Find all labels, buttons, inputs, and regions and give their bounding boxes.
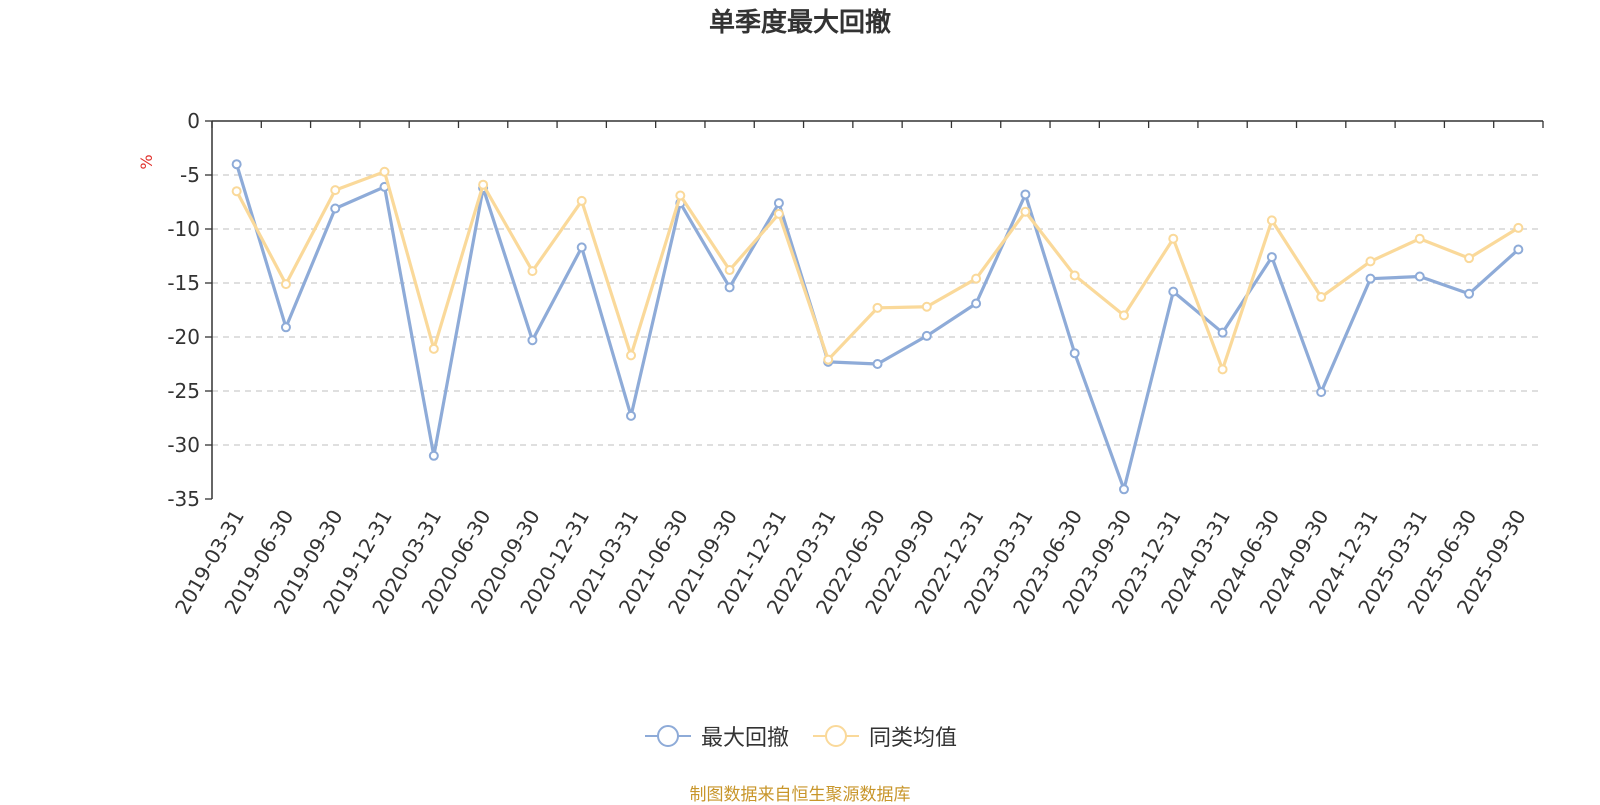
y-tick-label: -35 — [167, 487, 200, 511]
data-point — [1168, 286, 1179, 297]
data-point — [1020, 206, 1031, 217]
data-point — [1168, 233, 1179, 244]
legend-item[interactable]: 同类均值 — [811, 720, 957, 752]
data-point — [527, 335, 538, 346]
data-point — [330, 185, 341, 196]
legend-line-circle-icon — [813, 725, 859, 747]
data-point — [527, 266, 538, 277]
y-tick-label: -20 — [167, 325, 200, 349]
data-point — [1513, 222, 1524, 233]
chart-title: 单季度最大回撤 — [708, 8, 891, 38]
data-point — [280, 322, 291, 333]
data-point — [1266, 215, 1277, 226]
data-point — [773, 198, 784, 209]
data-point — [330, 203, 341, 214]
data-point — [626, 350, 637, 361]
data-point — [1464, 253, 1475, 264]
source-note: 制图数据来自恒生聚源数据库 — [689, 785, 911, 805]
data-point — [1464, 288, 1475, 299]
data-point — [1069, 270, 1080, 281]
series-2 — [231, 166, 1524, 375]
data-point — [379, 166, 390, 177]
data-point — [872, 302, 883, 313]
legend-item[interactable]: 最大回撤 — [643, 720, 789, 752]
data-point — [724, 265, 735, 276]
legend-label: 最大回撤 — [700, 726, 789, 751]
data-point — [921, 330, 932, 341]
data-point — [231, 159, 242, 170]
legend-line-circle-icon — [644, 725, 691, 747]
legend: 最大回撤 同类均值 — [0, 720, 1600, 752]
data-point — [1316, 292, 1327, 303]
data-point — [1316, 387, 1327, 398]
data-point — [872, 359, 883, 369]
series-lines — [231, 159, 1524, 495]
data-point — [626, 410, 637, 421]
y-tick-label: -30 — [167, 433, 200, 457]
data-point — [478, 179, 489, 190]
data-point — [1365, 273, 1376, 284]
data-point — [428, 343, 439, 354]
data-point — [675, 190, 686, 201]
data-point — [823, 354, 834, 365]
data-point — [1217, 364, 1228, 375]
legend-label: 同类均值 — [869, 726, 958, 751]
data-point — [971, 273, 982, 284]
grid-lines — [212, 174, 1543, 446]
data-point — [576, 195, 587, 206]
data-point — [1414, 233, 1425, 244]
y-tick-label: -10 — [167, 217, 200, 241]
data-point — [428, 450, 439, 461]
data-point — [1118, 484, 1129, 495]
data-point — [1020, 189, 1031, 200]
data-point — [773, 208, 784, 219]
series-line — [235, 170, 1520, 371]
y-axis-unit-label: % — [137, 154, 156, 169]
data-point — [1414, 271, 1425, 282]
y-tick-label: -25 — [167, 379, 200, 403]
y-tick-label: -5 — [180, 163, 200, 187]
data-point — [921, 301, 932, 312]
y-tick-label: 0 — [187, 109, 200, 133]
data-point — [971, 298, 982, 309]
data-point — [1217, 327, 1228, 338]
data-point — [231, 186, 242, 197]
data-point — [1365, 256, 1376, 267]
data-point — [1266, 252, 1277, 263]
data-point — [1118, 310, 1129, 321]
data-point — [1513, 244, 1524, 255]
data-point — [576, 242, 587, 253]
y-tick-label: -15 — [167, 271, 200, 295]
data-point — [724, 282, 735, 293]
data-point — [1069, 348, 1080, 359]
data-point — [280, 279, 291, 290]
